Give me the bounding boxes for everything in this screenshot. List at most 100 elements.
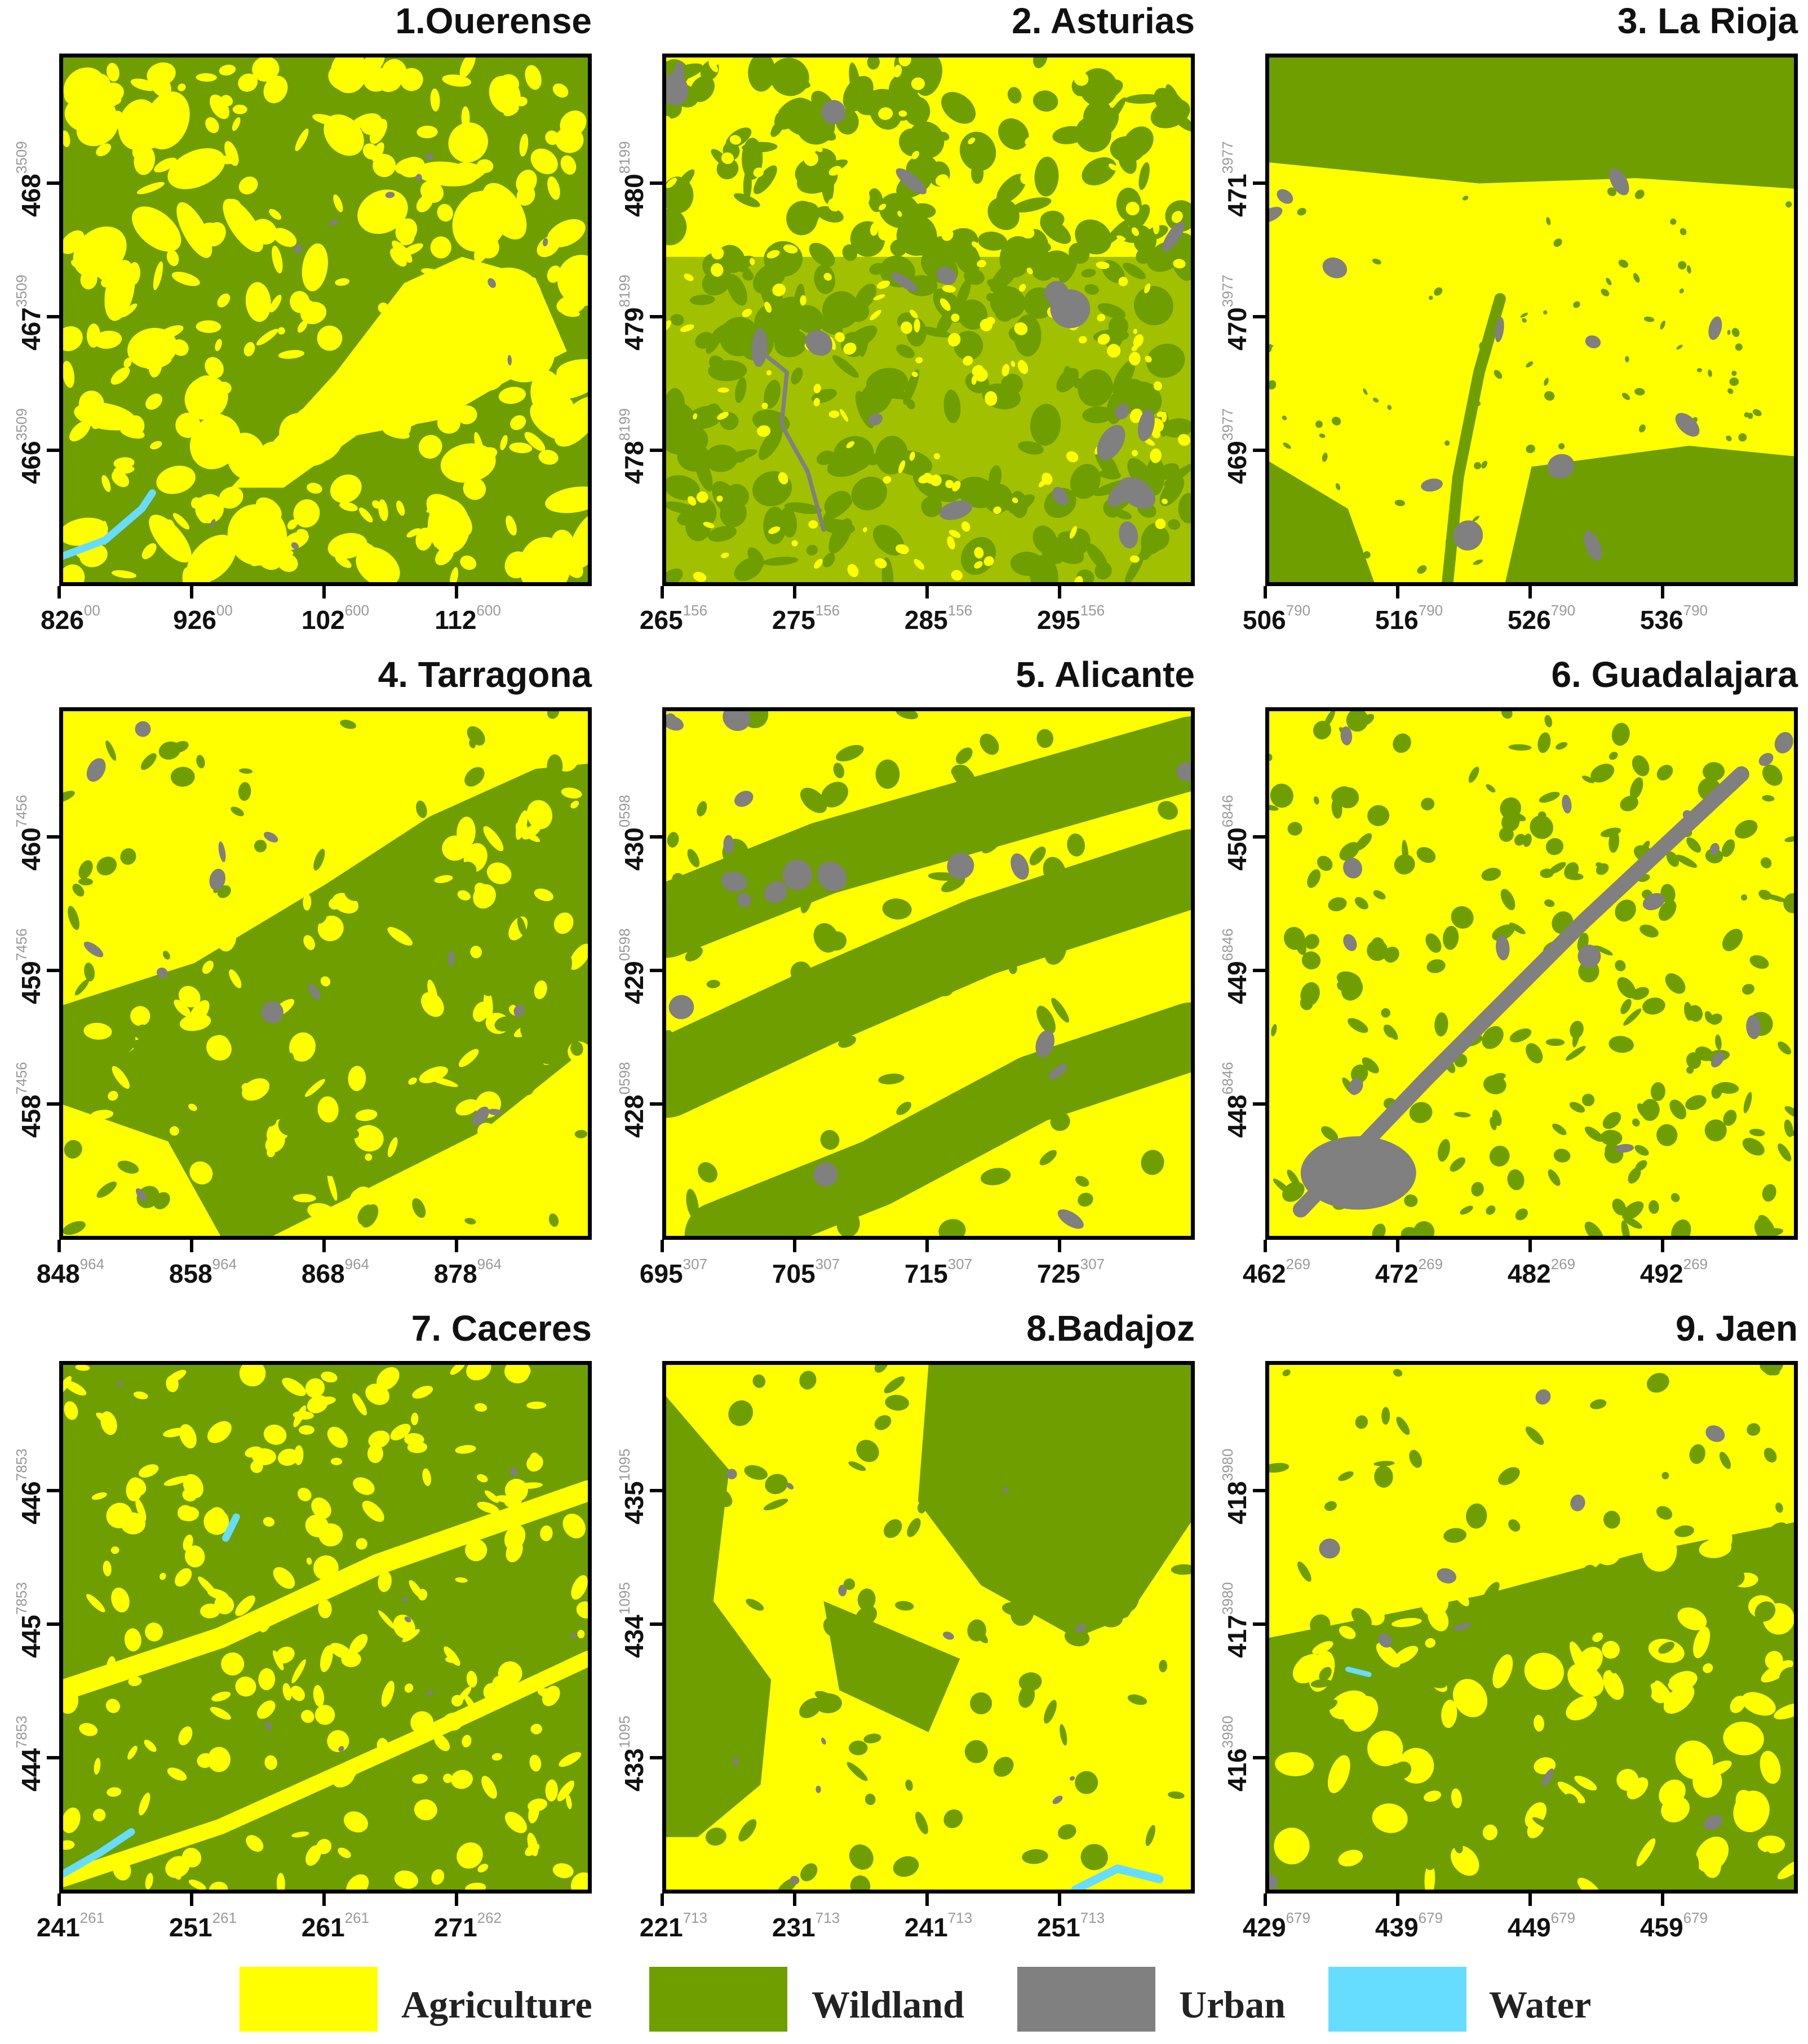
x-axis-tick-label: 231713 [772, 1909, 840, 1943]
x-axis-tick [57, 1240, 61, 1252]
y-axis-tick [650, 1102, 662, 1106]
legend-swatch-water [1328, 1967, 1466, 2032]
x-axis-tick [190, 586, 193, 598]
tick-suffix: 3509 [13, 141, 30, 174]
legend-label-water: Water [1489, 1983, 1592, 2026]
tick-suffix: 790 [1286, 602, 1311, 619]
tick-value: 695 [639, 1259, 683, 1288]
y-axis-tick-label: 4351095 [616, 1448, 649, 1524]
y-axis-tick-label: 4683509 [13, 141, 46, 217]
tick-suffix: 713 [1080, 1909, 1105, 1926]
x-axis-tick [1528, 586, 1532, 598]
tick-value: 445 [16, 1615, 46, 1658]
x-axis-tick-label: 251713 [1037, 1909, 1105, 1943]
tick-suffix: 790 [1683, 602, 1708, 619]
x-axis-tick-label: 261261 [302, 1909, 369, 1943]
x-axis-tick [455, 1240, 458, 1252]
tick-value: 467 [16, 307, 46, 351]
tick-value: 102 [301, 605, 345, 635]
tick-suffix: 790 [1550, 602, 1576, 619]
legend-swatch-urban [1017, 1967, 1155, 2032]
y-axis-tick [47, 1489, 59, 1492]
y-axis-tick-label: 4341095 [616, 1582, 649, 1658]
x-axis-tick [1528, 1894, 1532, 1906]
tick-suffix: 3977 [1219, 408, 1236, 441]
y-axis-tick-label: 4597456 [13, 928, 46, 1004]
y-axis-tick-label: 4798199 [616, 274, 649, 351]
legend: Agriculture Wildland Urban Water [0, 1967, 1808, 2034]
x-axis-tick-label: 275156 [772, 602, 840, 635]
y-axis-tick [650, 835, 662, 839]
x-axis-tick [1661, 586, 1664, 598]
tick-value: 251 [1036, 1913, 1080, 1942]
x-axis-tick [1396, 1894, 1399, 1906]
tick-value: 221 [639, 1913, 683, 1942]
y-axis-tick-label: 4280598 [616, 1062, 649, 1138]
tick-suffix: 269 [1550, 1256, 1576, 1272]
x-axis-tick-label: 285156 [905, 602, 972, 635]
y-axis-tick-label: 4693977 [1219, 408, 1252, 484]
tick-suffix: 964 [79, 1256, 105, 1272]
tick-suffix: 00 [83, 602, 100, 619]
tick-value: 460 [16, 827, 46, 871]
tick-value: 705 [772, 1259, 816, 1288]
x-axis-tick-label: 459679 [1640, 1909, 1708, 1943]
tick-value: 449 [1222, 961, 1252, 1004]
legend-label-agriculture: Agriculture [401, 1983, 592, 2026]
tick-value: 470 [1222, 307, 1252, 351]
x-axis-tick-label: 725307 [1037, 1256, 1105, 1289]
tick-value: 480 [619, 174, 649, 217]
tick-value: 516 [1375, 605, 1419, 635]
x-axis-tick-label: 449679 [1508, 1909, 1575, 1943]
x-axis-tick-label: 868964 [302, 1256, 369, 1289]
tick-value: 265 [639, 605, 683, 635]
x-axis-tick [455, 1894, 458, 1906]
tick-suffix: 307 [683, 1256, 708, 1272]
tick-value: 444 [16, 1748, 46, 1792]
tick-suffix: 7456 [13, 1062, 30, 1095]
x-axis-tick [322, 1894, 326, 1906]
x-axis-tick [1396, 1240, 1399, 1252]
tick-value: 459 [1639, 1913, 1683, 1942]
tick-value: 526 [1507, 605, 1551, 635]
tick-suffix: 262 [477, 1909, 502, 1926]
tick-suffix: 261 [212, 1909, 237, 1926]
x-axis-tick [57, 1894, 61, 1906]
y-axis-tick-label: 4163980 [1219, 1715, 1252, 1792]
tick-value: 482 [1507, 1259, 1551, 1288]
y-axis-tick [650, 1756, 662, 1759]
tick-value: 472 [1375, 1259, 1419, 1288]
tick-value: 241 [904, 1913, 948, 1942]
y-axis-tick-label: 4183980 [1219, 1448, 1252, 1524]
y-axis-tick [650, 969, 662, 972]
tick-suffix: 7456 [13, 928, 30, 961]
y-axis-tick [1253, 1756, 1265, 1759]
tick-value: 418 [1222, 1481, 1252, 1524]
y-axis-tick [650, 449, 662, 452]
tick-suffix: 269 [1683, 1256, 1708, 1272]
tick-suffix: 679 [1550, 1909, 1576, 1926]
x-axis-tick-label: 695307 [640, 1256, 707, 1289]
y-axis-tick [650, 1622, 662, 1626]
x-axis-tick-label: 241261 [37, 1909, 104, 1943]
y-axis-tick-label: 4173980 [1219, 1582, 1252, 1658]
tick-suffix: 1095 [616, 1582, 633, 1615]
land-cover-map [662, 707, 1195, 1240]
y-axis-tick [1253, 1102, 1265, 1106]
tick-value: 251 [169, 1913, 212, 1942]
tick-suffix: 269 [1418, 1256, 1443, 1272]
legend-swatch-agriculture [240, 1967, 378, 2032]
y-axis-tick [1253, 449, 1265, 452]
y-axis-tick-label: 4496846 [1219, 928, 1252, 1004]
x-axis-tick [925, 1894, 929, 1906]
x-axis-tick-label: 82600 [41, 602, 100, 635]
tick-value: 112 [435, 605, 477, 635]
map-panel-title: 4. Tarragona [378, 654, 592, 695]
tick-suffix: 307 [1080, 1256, 1105, 1272]
tick-value: 478 [619, 441, 649, 484]
tick-value: 428 [619, 1094, 649, 1138]
legend-label-urban: Urban [1179, 1983, 1286, 2026]
map-panel-title: 5. Alicante [1016, 654, 1195, 695]
x-axis-tick-label: 92600 [173, 602, 233, 635]
y-axis-tick [47, 181, 59, 185]
